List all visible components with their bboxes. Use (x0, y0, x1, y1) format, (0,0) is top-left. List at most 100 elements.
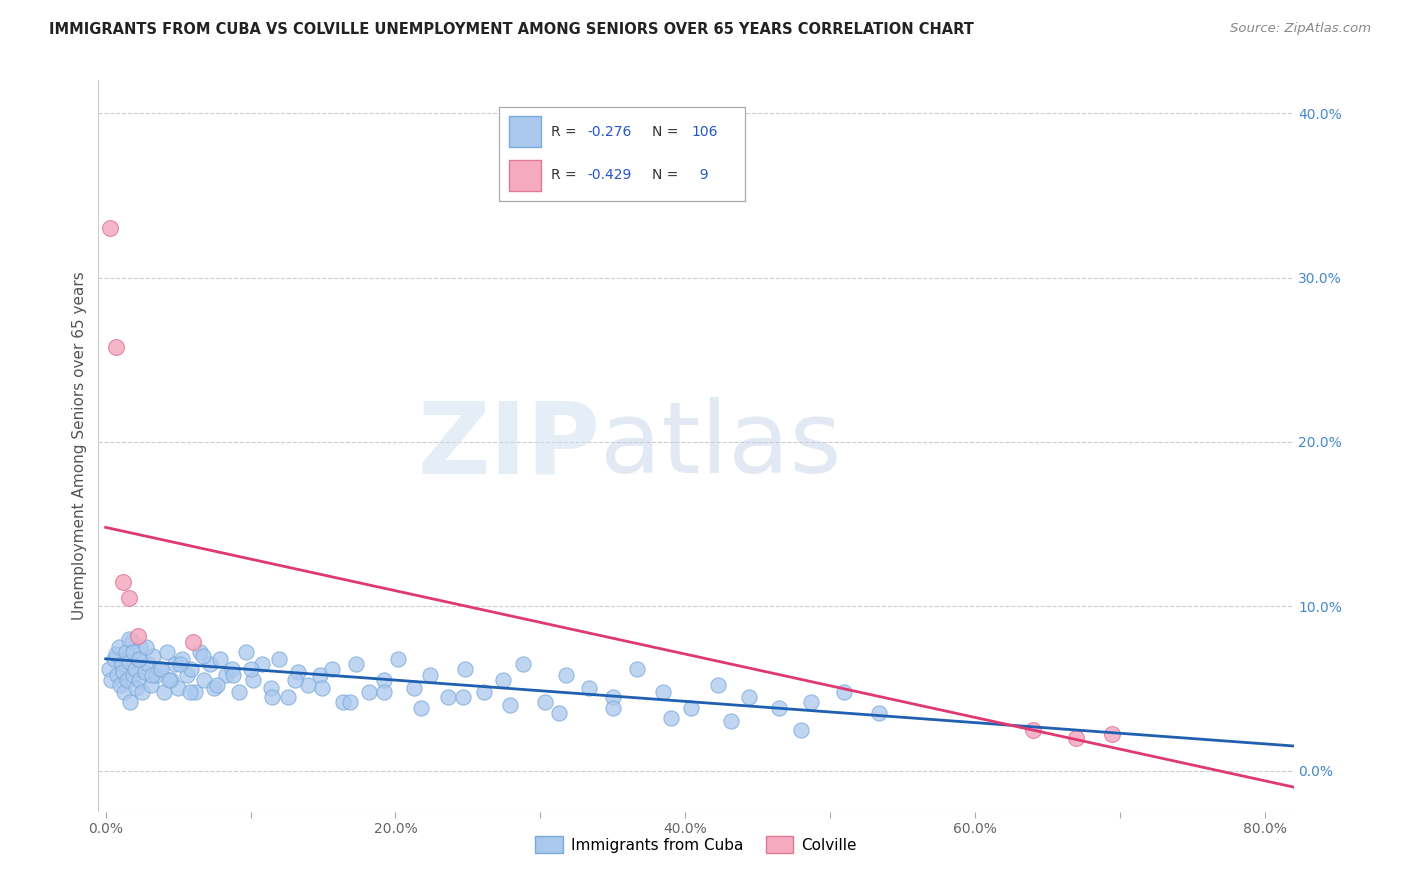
Point (321, 662, 343, 676)
Point (578, 681, 600, 696)
Legend: Immigrants from Cuba, Colville: Immigrants from Cuba, Colville (529, 830, 863, 859)
Point (626, 662, 648, 676)
Point (118, 591, 141, 605)
Point (127, 629, 149, 643)
Point (228, 684, 250, 698)
Point (160, 673, 183, 688)
Point (148, 662, 170, 676)
Point (202, 681, 225, 696)
Point (239, 662, 262, 676)
Point (790, 723, 813, 737)
Point (124, 662, 146, 676)
Point (141, 668, 163, 682)
Text: atlas: atlas (600, 398, 842, 494)
Point (117, 673, 139, 688)
Point (1101, 727, 1123, 741)
Point (262, 690, 284, 704)
Point (139, 678, 162, 692)
Point (555, 668, 578, 682)
Text: N =: N = (652, 168, 682, 182)
Text: 9: 9 (692, 168, 709, 182)
Point (512, 657, 534, 671)
Point (181, 635, 204, 649)
Point (344, 657, 367, 671)
Y-axis label: Unemployment Among Seniors over 65 years: Unemployment Among Seniors over 65 years (72, 272, 87, 620)
Text: 106: 106 (692, 125, 717, 139)
Point (309, 668, 332, 682)
Point (128, 652, 150, 666)
Point (659, 711, 682, 725)
Point (110, 657, 132, 671)
Point (120, 695, 142, 709)
Point (198, 657, 221, 671)
Point (167, 681, 190, 696)
Point (454, 662, 477, 676)
Point (98, 221, 121, 235)
Point (311, 681, 333, 696)
Point (868, 706, 890, 720)
Point (250, 657, 273, 671)
Point (277, 690, 299, 704)
Point (122, 645, 145, 659)
Point (284, 673, 307, 688)
FancyBboxPatch shape (509, 116, 541, 147)
Point (359, 684, 381, 698)
Point (269, 652, 291, 666)
Point (149, 662, 172, 676)
Point (260, 681, 283, 696)
Text: R =: R = (551, 125, 581, 139)
Point (112, 665, 135, 679)
Point (222, 668, 245, 682)
Point (165, 657, 187, 671)
Point (118, 655, 141, 669)
Point (453, 690, 475, 704)
Point (131, 684, 153, 698)
Point (155, 645, 177, 659)
Point (112, 574, 135, 589)
Point (104, 647, 127, 661)
Point (411, 701, 433, 715)
Point (472, 684, 495, 698)
Point (707, 678, 730, 692)
Point (107, 640, 129, 655)
Point (125, 681, 148, 696)
Point (103, 652, 125, 666)
FancyBboxPatch shape (509, 161, 541, 191)
Point (1022, 723, 1045, 737)
Point (205, 678, 228, 692)
Point (404, 681, 426, 696)
Point (176, 668, 198, 682)
Text: -0.429: -0.429 (588, 168, 633, 182)
Point (184, 684, 207, 698)
Point (115, 645, 138, 659)
Point (419, 668, 441, 682)
Point (834, 684, 856, 698)
Point (179, 684, 201, 698)
Point (436, 690, 458, 704)
Point (679, 701, 702, 715)
Point (332, 695, 354, 709)
Point (188, 645, 211, 659)
Point (373, 673, 395, 688)
Point (193, 673, 215, 688)
Point (1064, 731, 1087, 745)
Point (136, 657, 159, 671)
Point (548, 706, 571, 720)
Text: IMMIGRANTS FROM CUBA VS COLVILLE UNEMPLOYMENT AMONG SENIORS OVER 65 YEARS CORREL: IMMIGRANTS FROM CUBA VS COLVILLE UNEMPLO… (49, 22, 974, 37)
Point (142, 648, 165, 663)
Point (145, 668, 167, 682)
Text: -0.276: -0.276 (588, 125, 633, 139)
Point (97, 662, 120, 676)
Point (242, 673, 264, 688)
Point (738, 690, 761, 704)
Point (287, 665, 309, 679)
Point (172, 652, 194, 666)
Text: ZIP: ZIP (418, 398, 600, 494)
Point (720, 714, 742, 729)
Point (215, 668, 238, 682)
Point (339, 695, 361, 709)
Point (602, 701, 624, 715)
Text: N =: N = (652, 125, 682, 139)
Point (118, 632, 141, 647)
Point (169, 657, 191, 671)
